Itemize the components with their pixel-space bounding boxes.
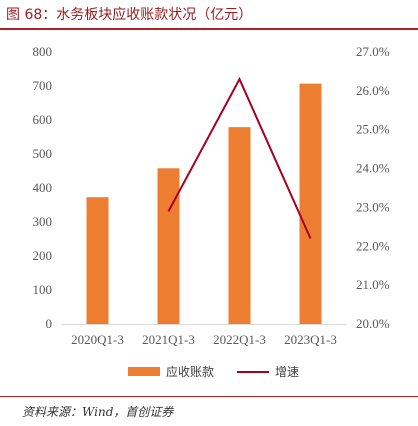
- left-axis-tick-label: 400: [33, 180, 53, 195]
- left-axis-tick-label: 200: [33, 248, 53, 263]
- legend-label-growth: 增速: [275, 365, 299, 379]
- bar-2022Q1-3: [228, 127, 251, 324]
- legend-label-receivables: 应收账款: [166, 364, 214, 379]
- category-label: 2020Q1-3: [71, 332, 124, 347]
- category-label: 2022Q1-3: [213, 332, 266, 347]
- category-label: 2023Q1-3: [284, 332, 337, 347]
- bar-2020Q1-3: [86, 197, 109, 324]
- left-axis-tick-label: 600: [33, 112, 53, 127]
- chart-title: 图 68：水务板块应收账款状况（亿元）: [6, 7, 253, 23]
- legend-swatch-receivables: [128, 367, 160, 376]
- right-axis-tick-label: 23.0%: [356, 199, 390, 214]
- source-note: 资料来源：Wind，首创证券: [22, 405, 174, 419]
- bar-2023Q1-3: [299, 83, 322, 324]
- bar-2021Q1-3: [157, 168, 180, 324]
- source-bar: 资料来源：Wind，首创证券: [0, 396, 418, 426]
- right-axis-tick-label: 27.0%: [356, 44, 390, 59]
- left-axis-tick-label: 100: [33, 282, 53, 297]
- left-axis-tick-label: 800: [33, 44, 53, 59]
- left-axis-tick-label: 300: [33, 214, 53, 229]
- category-label: 2021Q1-3: [142, 332, 195, 347]
- right-axis-tick-label: 22.0%: [356, 238, 390, 253]
- title-bar: 图 68：水务板块应收账款状况（亿元）: [0, 0, 418, 30]
- right-axis-tick-label: 21.0%: [356, 277, 390, 292]
- right-axis-tick-label: 26.0%: [356, 83, 390, 98]
- left-axis-tick-label: 500: [33, 146, 53, 161]
- right-axis-tick-label: 24.0%: [356, 161, 390, 176]
- chart-area: 0 100 200 300 400 500 600 700 800 20.0% 21.0% 22.0%…: [33, 44, 390, 379]
- left-axis-tick-label: 0: [46, 316, 53, 331]
- growth-rate-line: [167, 76, 312, 239]
- right-axis-tick-label: 20.0%: [356, 316, 390, 331]
- left-axis-tick-label: 700: [33, 78, 53, 93]
- right-axis-tick-label: 25.0%: [356, 122, 390, 137]
